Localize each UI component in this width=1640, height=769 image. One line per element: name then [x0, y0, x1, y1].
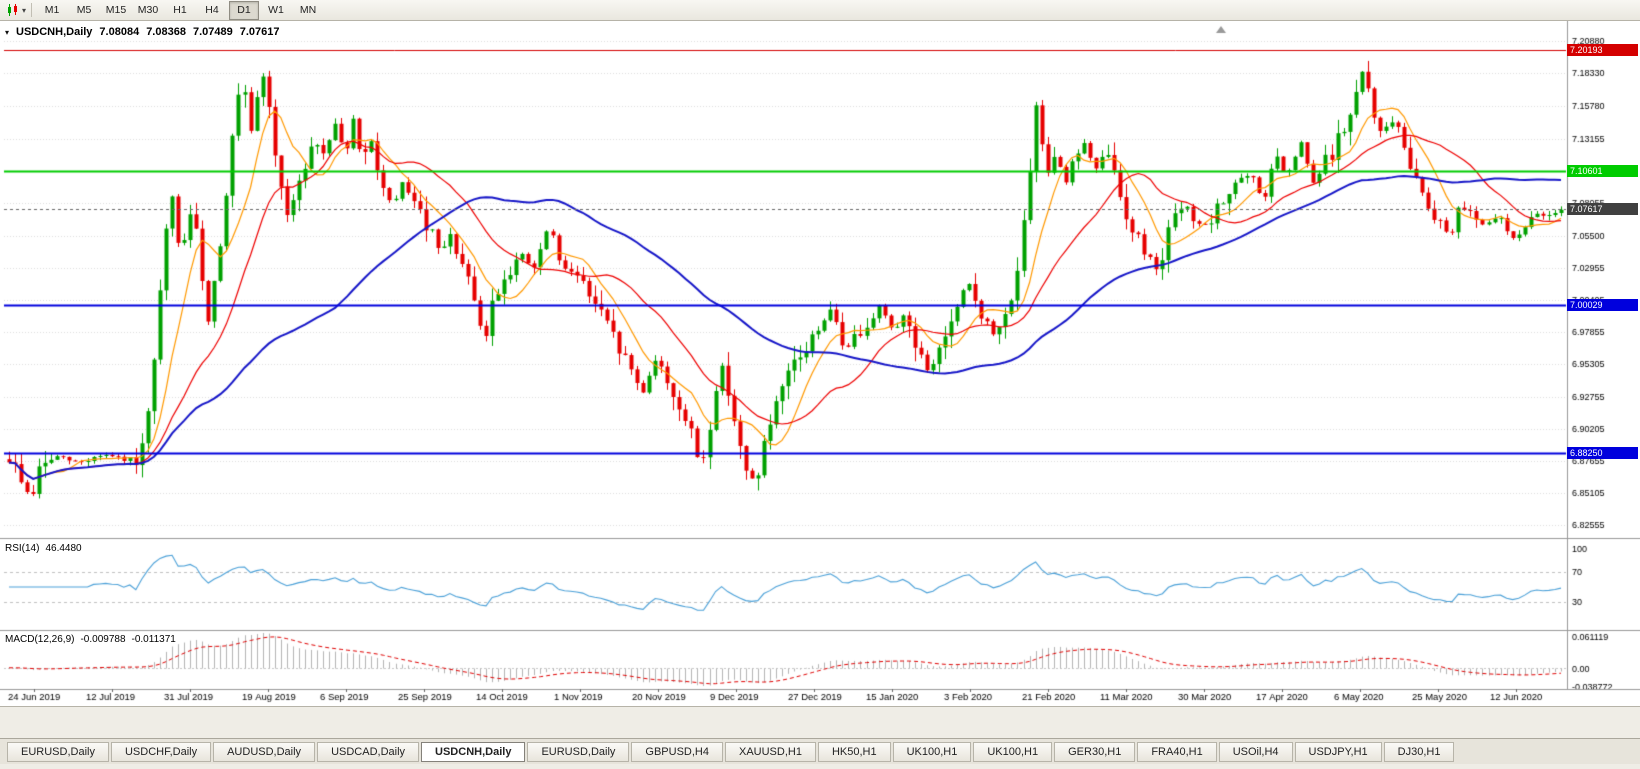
chart-tab-12-fra40-h1[interactable]: FRA40,H1 — [1137, 741, 1217, 762]
chart-tab-7-xauusd-h1[interactable]: XAUUSD,H1 — [724, 741, 816, 762]
timeframe-button-w1[interactable]: W1 — [268, 4, 284, 16]
timeframe-button-h4[interactable]: H4 — [205, 4, 219, 16]
timeframe-bar: M1 M5 M15 M30 H1 H4 D1 W1 MN — [37, 0, 325, 20]
timeframe-button-m30[interactable]: M30 — [137, 4, 159, 16]
ohlc-low: 7.07489 — [192, 26, 233, 38]
chart-type-dropdown-caret[interactable]: ▾ — [22, 5, 27, 15]
price-badge-hline-1: 7.10601 — [1567, 165, 1638, 177]
collapse-arrow-icon[interactable]: ▾ — [5, 27, 10, 37]
chart-region: ▾ USDCNH,Daily 7.08084 7.08368 7.07489 7… — [0, 21, 1640, 706]
rsi-name: RSI(14) — [5, 543, 40, 554]
timeframe-button-d1[interactable]: D1 — [229, 0, 260, 20]
candlestick-chart-icon[interactable] — [4, 2, 22, 18]
chart-tab-1-usdchf-daily[interactable]: USDCHF,Daily — [110, 741, 212, 762]
timeframe-button-mn[interactable]: MN — [299, 4, 317, 16]
timeframe-button-m15[interactable]: M15 — [105, 4, 127, 16]
chart-tab-15-dj30-h1[interactable]: DJ30,H1 — [1383, 741, 1455, 762]
chart-tab-6-gbpusd-h4[interactable]: GBPUSD,H4 — [631, 741, 723, 762]
chart-tab-14-usdjpy-h1[interactable]: USDJPY,H1 — [1294, 741, 1382, 762]
chart-tab-10-uk100-h1[interactable]: UK100,H1 — [973, 741, 1053, 762]
chart-tab-0-eurusd-daily[interactable]: EURUSD,Daily — [7, 741, 109, 762]
toolbar: ▾ M1 M5 M15 M30 H1 H4 D1 W1 MN — [0, 0, 1640, 21]
price-badge-hline-0: 7.20193 — [1567, 44, 1638, 56]
ohlc-close: 7.07617 — [239, 26, 280, 38]
chart-tab-4-usdcnh-daily[interactable]: USDCNH,Daily — [421, 741, 526, 762]
bottom-strip — [0, 706, 1640, 738]
toolbar-separator — [31, 3, 33, 17]
price-badge-hline-3: 6.88250 — [1567, 447, 1638, 459]
timeframe-button-m1[interactable]: M1 — [44, 4, 60, 16]
rsi-indicator-label: RSI(14) 46.4480 — [5, 543, 82, 554]
chart-tab-9-uk100-h1[interactable]: UK100,H1 — [892, 741, 972, 762]
macd-name: MACD(12,26,9) — [5, 634, 75, 645]
ohlc-high: 7.08368 — [146, 26, 186, 38]
price-badge-current: 7.07617 — [1567, 203, 1638, 215]
chart-canvas[interactable] — [0, 21, 1640, 706]
chart-title: ▾ USDCNH,Daily 7.08084 7.08368 7.07489 7… — [5, 26, 279, 38]
timeframe-button-h1[interactable]: H1 — [173, 4, 187, 16]
chart-tab-5-eurusd-daily[interactable]: EURUSD,Daily — [527, 741, 630, 762]
ohlc-open: 7.08084 — [99, 26, 140, 38]
chart-tab-3-usdcad-daily[interactable]: USDCAD,Daily — [317, 741, 420, 762]
chart-tab-11-ger30-h1[interactable]: GER30,H1 — [1054, 741, 1136, 762]
chart-tab-8-hk50-h1[interactable]: HK50,H1 — [817, 741, 891, 762]
macd-value-signal: -0.011371 — [131, 634, 176, 645]
price-badge-hline-2: 7.00029 — [1567, 299, 1638, 311]
chart-tab-2-audusd-daily[interactable]: AUDUSD,Daily — [213, 741, 316, 762]
macd-indicator-label: MACD(12,26,9) -0.009788 -0.011371 — [5, 634, 176, 645]
chart-tab-13-usoil-h4[interactable]: USOil,H4 — [1218, 741, 1293, 762]
symbol-period-label: USDCNH,Daily — [16, 26, 93, 38]
chart-tabs-bar: EURUSD,Daily USDCHF,Daily AUDUSD,Daily USDC… — [0, 738, 1640, 764]
macd-value-main: -0.009788 — [80, 634, 126, 645]
rsi-value: 46.4480 — [45, 543, 82, 554]
timeframe-button-m5[interactable]: M5 — [76, 4, 92, 16]
